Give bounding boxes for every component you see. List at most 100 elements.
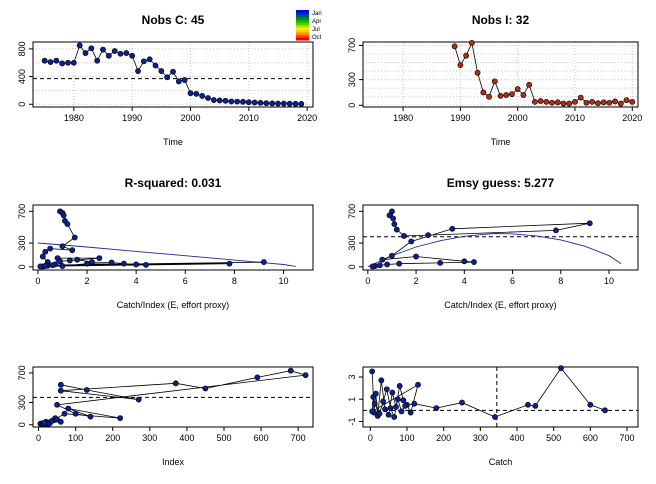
plot-frame (362, 41, 639, 108)
y-tick-label: 300 (347, 72, 357, 87)
x-tick-label: 2 (85, 276, 90, 286)
data-point (393, 226, 400, 233)
data-point (514, 86, 521, 92)
data-point (617, 100, 624, 107)
y-tick-label: 300 (17, 395, 27, 410)
x-tick-label: 1980 (64, 113, 84, 123)
x-tick-label: 2010 (239, 113, 259, 123)
data-point (587, 401, 594, 408)
data-point (370, 394, 377, 400)
data-point (287, 367, 294, 374)
x-tick-label: 2010 (565, 113, 585, 123)
data-point (415, 381, 421, 388)
data-point (492, 414, 498, 420)
data-point (531, 98, 538, 105)
data-point (384, 261, 391, 268)
x-axis-label: Index (162, 457, 185, 467)
data-point (96, 255, 103, 262)
data-point (586, 220, 593, 227)
data-point (49, 262, 56, 269)
y-tick-label: 700 (347, 204, 357, 219)
x-tick-label: 600 (583, 433, 598, 443)
x-tick-label: 2 (414, 276, 419, 286)
data-point (135, 68, 141, 74)
data-point (463, 52, 470, 59)
data-point (520, 92, 527, 98)
data-point (117, 50, 124, 57)
data-point (629, 98, 636, 105)
data-point (48, 418, 55, 424)
x-tick-label: 1980 (393, 113, 413, 123)
data-point (398, 408, 405, 415)
x-tick-label: 200 (105, 433, 120, 443)
data-point (42, 263, 49, 269)
data-point (37, 263, 44, 270)
data-point (187, 90, 194, 97)
legend-label: Oct (312, 35, 322, 41)
data-point (369, 263, 376, 270)
data-point (497, 92, 504, 99)
data-point (391, 414, 398, 420)
data-point (76, 42, 83, 49)
data-point (123, 50, 130, 56)
y-tick-label: 0 (347, 103, 357, 108)
legend-swatch (296, 12, 309, 16)
data-point (549, 99, 555, 106)
series-line (372, 210, 590, 267)
data-point (583, 99, 590, 106)
data-point (606, 99, 613, 106)
legend-label: Jul (312, 27, 320, 33)
data-point (65, 59, 71, 66)
data-point (532, 402, 539, 409)
plot-frame (32, 41, 314, 108)
x-tick-label: 500 (216, 433, 231, 443)
data-point (280, 100, 287, 107)
data-point (135, 396, 142, 403)
data-point (491, 78, 498, 85)
data-point (133, 261, 140, 268)
x-axis-label: Catch/Index (E, effort proxy) (117, 300, 229, 310)
data-point (594, 100, 601, 107)
legend-swatch (296, 17, 309, 21)
panel-p6: 0 100 200 300 400 500 600 700 -1 1 3 Catch (347, 365, 639, 467)
y-tick-label: 1 (347, 397, 357, 402)
data-point (65, 405, 72, 412)
x-tick-label: 2000 (180, 113, 200, 123)
data-point (437, 259, 444, 266)
data-point (471, 259, 477, 265)
data-point (383, 386, 390, 393)
x-tick-label: 8 (232, 276, 237, 286)
data-point (394, 396, 401, 403)
x-tick-label: 1990 (450, 113, 470, 123)
data-point (486, 93, 492, 100)
data-point (402, 402, 409, 409)
plot-frame (362, 204, 639, 271)
y-tick-label: -1 (347, 417, 357, 425)
data-point (108, 259, 115, 266)
y-tick-label: 700 (347, 38, 357, 53)
data-point (400, 397, 407, 404)
data-point (577, 94, 584, 101)
month-legend: Jan Apr Jul Oct (296, 10, 322, 41)
data-point (181, 77, 188, 83)
plot-frame (362, 366, 639, 428)
data-point (263, 100, 270, 107)
legend-swatch (296, 30, 309, 33)
x-tick-label: 6 (183, 276, 188, 286)
data-point (69, 247, 76, 254)
data-point (57, 258, 63, 265)
data-point (42, 248, 49, 255)
data-point (74, 256, 81, 263)
data-point (53, 57, 60, 64)
data-point (408, 238, 415, 245)
x-tick-label: 0 (36, 433, 41, 443)
panel-p1: 1980 1990 2000 2010 2020 0 400 800 Nobs C: 45 Tim… (17, 13, 317, 147)
data-point (216, 97, 223, 104)
data-point (413, 253, 419, 260)
data-point (140, 58, 147, 65)
data-point (451, 43, 458, 50)
data-point (526, 81, 533, 88)
data-point (170, 68, 176, 75)
legend-swatch (296, 10, 309, 13)
data-point (401, 233, 407, 239)
